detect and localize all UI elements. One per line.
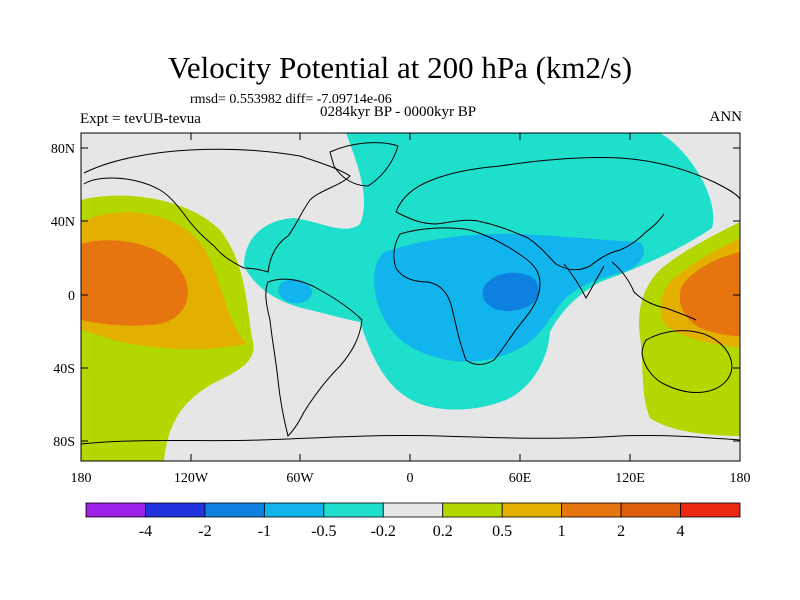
lon-tick-label: 60W [286, 471, 314, 486]
coast-south-america [265, 278, 363, 437]
negative-area-atlantic-patch [278, 279, 313, 304]
lon-tick-label: 120W [174, 471, 209, 486]
colorbar-label: -0.2 [371, 523, 396, 540]
colorbar-swatch [85, 502, 146, 518]
lon-axis: 180 120W 60W 0 60E 120E 180 [71, 133, 751, 486]
period-label: 0284kyr BP - 0000kyr BP [320, 104, 477, 120]
colorbar-swatch [442, 502, 503, 518]
colorbar-swatch [263, 502, 325, 518]
colorbar-label: 4 [677, 523, 685, 540]
colorbar-label: 0.5 [492, 523, 512, 540]
lon-tick-label: 180 [71, 471, 92, 486]
plot-title: Velocity Potential at 200 hPa (km2/s) [167, 50, 633, 85]
stats-text: rmsd= 0.553982 diff= -7.09714e-06 [190, 92, 392, 107]
coast-greenland [329, 142, 399, 187]
lon-tick-label: 180 [730, 471, 751, 486]
colorbar-swatch [204, 502, 265, 518]
colorbar-swatch [620, 502, 681, 518]
lat-tick-label: 0 [68, 289, 75, 304]
colorbar-swatch [382, 502, 444, 518]
lat-axis: 80N 40N 0 40S 80S [51, 142, 740, 450]
colorbar-label: -2 [198, 523, 211, 540]
experiment-label: Expt = tevUB-tevua [80, 111, 201, 127]
coast-australia [641, 330, 733, 393]
coast-europe-asia [395, 156, 740, 271]
coast-southeast-asia [611, 261, 697, 321]
pacific-west-positive-max [679, 252, 740, 336]
coast-india [563, 263, 605, 300]
colorbar-label: 2 [617, 523, 625, 540]
colorbar-label: 0.2 [433, 523, 453, 540]
negative-area-core [482, 272, 539, 312]
colorbar-swatch [145, 502, 206, 518]
coast-antarctica [81, 434, 740, 445]
lon-tick-label: 120E [615, 471, 645, 486]
colorbar-swatch [561, 502, 622, 518]
colorbar: -4 -2 -1 -0.5 -0.2 0.2 0.5 1 2 4 [85, 502, 741, 540]
lat-tick-label: 80S [53, 435, 75, 450]
colorbar-label: -1 [258, 523, 271, 540]
colorbar-swatch [323, 502, 384, 518]
lon-tick-label: 0 [407, 471, 414, 486]
lat-tick-label: 80N [51, 142, 75, 157]
colorbar-label: -4 [139, 523, 152, 540]
lat-tick-label: 40N [51, 215, 75, 230]
season-label: ANN [709, 109, 743, 125]
colorbar-label: -0.5 [311, 523, 336, 540]
map-field [81, 133, 740, 461]
colorbar-swatch [680, 502, 741, 518]
lat-tick-label: 40S [53, 362, 75, 377]
pacific-east-positive-max [81, 240, 188, 326]
coastlines [81, 142, 740, 445]
lon-tick-label: 60E [509, 471, 532, 486]
colorbar-swatch [501, 502, 563, 518]
coast-africa [393, 227, 541, 365]
coast-north-america [83, 148, 351, 273]
colorbar-label: 1 [558, 523, 566, 540]
